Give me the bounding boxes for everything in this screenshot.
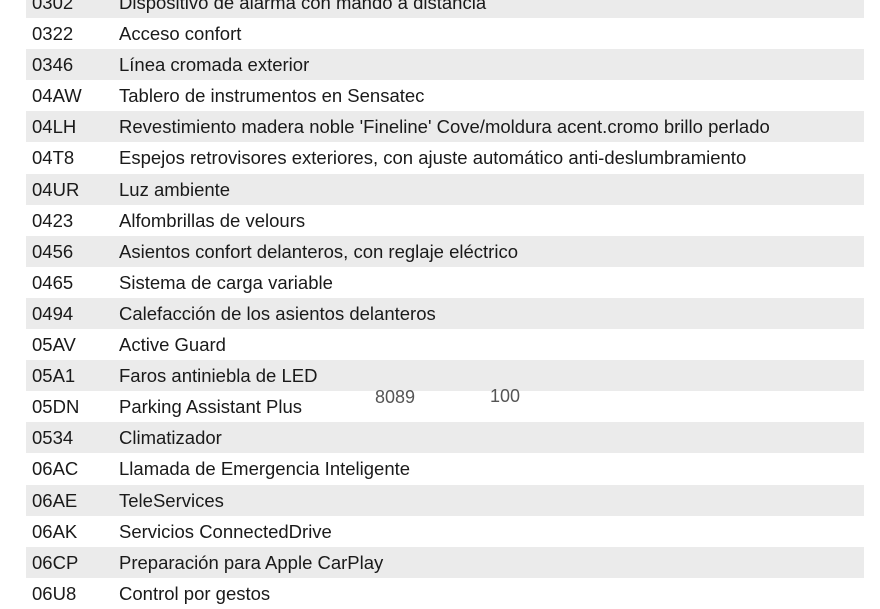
table-row: 0423 Alfombrillas de velours — [26, 205, 864, 236]
option-code: 06U8 — [32, 582, 77, 604]
option-code: 0534 — [32, 427, 74, 449]
option-code: 0302 — [32, 0, 74, 13]
option-code: 0423 — [32, 209, 74, 231]
table-row: 04T8 Espejos retrovisores exteriores, con… — [26, 142, 864, 173]
option-description: Control por gestos — [119, 582, 271, 604]
option-code: 06AC — [32, 458, 79, 480]
option-code: 06AE — [32, 489, 78, 511]
option-description: Servicios ConnectedDrive — [119, 520, 332, 542]
table-row: 06AK Servicios ConnectedDrive — [26, 516, 864, 547]
option-code: 06CP — [32, 551, 79, 573]
option-description: Preparación para Apple CarPlay — [119, 551, 384, 573]
table-row: 06U8 Control por gestos — [26, 578, 864, 609]
option-code: 0465 — [32, 271, 74, 293]
option-code: 04T8 — [32, 147, 75, 169]
option-description: Asientos confort delanteros, con reglaje… — [119, 240, 518, 262]
overlay-number-8089: 8089 — [375, 387, 416, 407]
option-description: Sistema de carga variable — [119, 271, 333, 293]
option-description: Acceso confort — [119, 23, 242, 45]
option-description: Espejos retrovisores exteriores, con aju… — [119, 147, 747, 169]
table-row: 05DN Parking Assistant Plus — [26, 391, 864, 422]
option-description: Línea cromada exterior — [119, 54, 310, 76]
option-description: Active Guard — [119, 334, 226, 356]
option-code: 04AW — [32, 85, 82, 107]
option-description: Llamada de Emergencia Inteligente — [119, 458, 411, 480]
option-code: 0456 — [32, 240, 74, 262]
option-description: Alfombrillas de velours — [119, 209, 306, 231]
table-row: 0465 Sistema de carga variable — [26, 267, 864, 298]
table-row: 05AV Active Guard — [26, 329, 864, 360]
option-description: Dispositivo de alarma con mando a distan… — [119, 0, 487, 13]
option-description: Luz ambiente — [119, 178, 231, 200]
option-code: 0322 — [32, 23, 74, 45]
table-row: 0346 Línea cromada exterior — [26, 49, 864, 81]
table-row: 0534 Climatizador — [26, 422, 864, 454]
option-description: Revestimiento madera noble 'Fineline' Co… — [119, 116, 770, 138]
option-description: Tablero de instrumentos en Sensatec — [119, 85, 425, 107]
table-row: 06CP Preparación para Apple CarPlay — [26, 546, 864, 578]
option-code: 05AV — [32, 334, 76, 356]
options-table: 0302 Dispositivo de alarma con mando a di… — [26, 0, 864, 609]
table-row: 0302 Dispositivo de alarma con mando a di… — [26, 0, 864, 19]
table-row: 04LH Revestimiento madera noble 'Fineline… — [26, 111, 864, 143]
option-code: 0494 — [32, 302, 74, 324]
option-code: 06AK — [32, 520, 78, 542]
option-code: 05DN — [32, 396, 80, 418]
table-row: 04UR Luz ambiente — [26, 173, 864, 205]
table-row: 06AE TeleServices — [26, 484, 864, 516]
option-description: Climatizador — [119, 427, 222, 449]
option-code: 04LH — [32, 116, 77, 138]
option-description: Calefacción de los asientos delanteros — [119, 302, 436, 324]
table-row: 06AC Llamada de Emergencia Inteligente — [26, 453, 864, 484]
table-row: 0456 Asientos confort delanteros, con reg… — [26, 235, 864, 267]
option-description: Faros antiniebla de LED — [119, 365, 318, 387]
table-row: 0322 Acceso confort — [26, 18, 864, 49]
table-row: 05A1 Faros antiniebla de LED — [26, 360, 864, 392]
table-row: 0494 Calefacción de los asientos delanter… — [26, 297, 864, 330]
overlay-number-100: 100 — [490, 386, 521, 406]
option-code: 0346 — [32, 54, 74, 76]
option-code: 04UR — [32, 178, 80, 200]
option-description: TeleServices — [119, 489, 224, 511]
option-description: Parking Assistant Plus — [119, 396, 303, 418]
table-row: 04AW Tablero de instrumentos en Sensatec — [26, 80, 864, 111]
option-code: 05A1 — [32, 365, 76, 387]
